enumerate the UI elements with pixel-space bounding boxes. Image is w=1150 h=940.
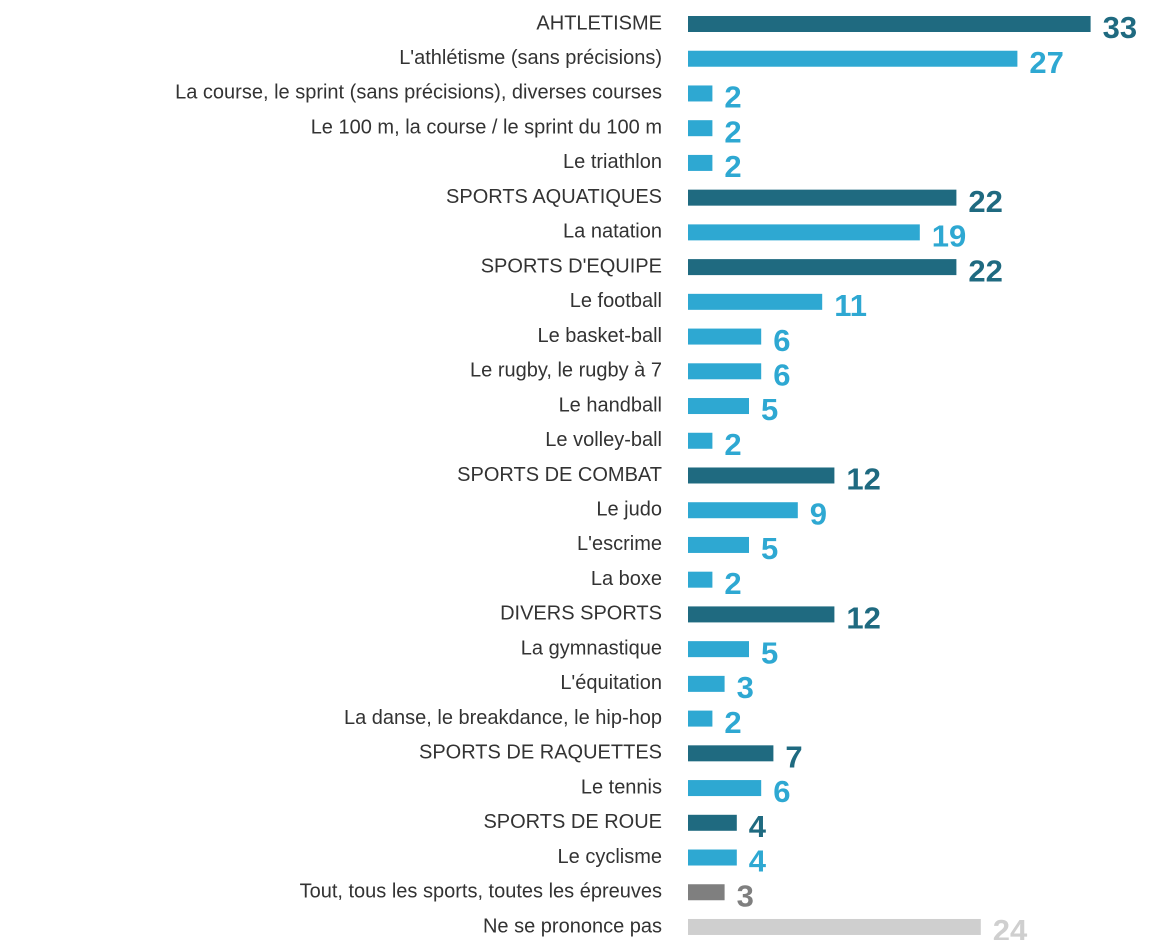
bar — [688, 745, 774, 762]
bar — [688, 675, 725, 692]
value-label: 33 — [1103, 10, 1137, 45]
value-label: 7 — [785, 740, 802, 775]
bar — [688, 814, 737, 831]
bar — [688, 120, 713, 137]
value-label: 11 — [834, 288, 867, 323]
category-label: Le judo — [596, 499, 662, 521]
value-label: 12 — [846, 601, 880, 636]
value-label: 5 — [761, 531, 778, 566]
category-label: Le 100 m, la course / le sprint du 100 m — [311, 116, 662, 138]
bar — [688, 571, 713, 588]
bar — [688, 432, 713, 449]
category-label: Le football — [570, 290, 662, 312]
category-label: L'athlétisme (sans précisions) — [399, 47, 662, 69]
value-label: 4 — [749, 844, 767, 879]
bar — [688, 502, 798, 519]
value-label: 22 — [968, 253, 1002, 288]
category-label: L'escrime — [577, 533, 662, 555]
value-label: 5 — [761, 635, 778, 670]
bar — [688, 780, 762, 797]
category-label: SPORTS DE COMBAT — [457, 464, 662, 486]
value-label: 2 — [724, 149, 741, 184]
category-label: La course, le sprint (sans précisions), … — [175, 82, 662, 104]
value-label: 2 — [724, 566, 741, 601]
value-label: 24 — [993, 913, 1028, 940]
bar — [688, 710, 713, 727]
bar — [688, 85, 713, 102]
bar — [688, 16, 1091, 32]
bar — [688, 224, 920, 241]
category-label: L'équitation — [560, 672, 662, 694]
category-label: La boxe — [591, 568, 662, 590]
value-label: 3 — [737, 878, 754, 913]
bar — [688, 918, 981, 935]
category-label: SPORTS DE ROUE — [483, 811, 662, 833]
value-label: 5 — [761, 392, 778, 427]
bar — [688, 536, 749, 553]
value-label: 3 — [737, 670, 754, 705]
category-label: Le basket-ball — [537, 325, 662, 347]
category-label: Le volley-ball — [545, 429, 662, 451]
value-label: 12 — [846, 462, 880, 497]
value-label: 2 — [724, 114, 741, 149]
value-label: 2 — [724, 705, 741, 740]
bar — [688, 154, 713, 171]
category-label: Le triathlon — [563, 151, 662, 173]
bar — [688, 259, 957, 276]
bar — [688, 849, 737, 866]
category-label: SPORTS AQUATIQUES — [446, 186, 662, 208]
category-label: La natation — [563, 221, 662, 243]
category-label: DIVERS SPORTS — [500, 603, 662, 625]
category-label: Le rugby, le rugby à 7 — [470, 360, 662, 382]
bar — [688, 189, 957, 206]
bar — [688, 398, 749, 415]
category-label: Ne se prononce pas — [483, 915, 662, 937]
bar — [688, 641, 749, 658]
value-label: 6 — [773, 323, 790, 358]
category-label: AHTLETISME — [536, 12, 662, 34]
value-label: 22 — [968, 184, 1002, 219]
category-label: Le handball — [559, 394, 662, 416]
bar — [688, 363, 762, 380]
category-label: La danse, le breakdance, le hip-hop — [344, 707, 662, 729]
value-label: 27 — [1029, 45, 1063, 80]
category-label: La gymnastique — [521, 637, 662, 659]
category-label: Tout, tous les sports, toutes les épreuv… — [300, 881, 662, 903]
value-label: 19 — [932, 219, 966, 254]
bar — [688, 467, 835, 484]
value-label: 2 — [724, 80, 741, 115]
bar — [688, 328, 762, 345]
category-label: Le cyclisme — [558, 846, 662, 868]
bar — [688, 884, 725, 901]
value-label: 9 — [810, 496, 827, 531]
category-label: SPORTS DE RAQUETTES — [419, 742, 662, 764]
value-label: 4 — [749, 809, 767, 844]
bar — [688, 50, 1018, 67]
bar — [688, 293, 823, 310]
value-label: 2 — [724, 427, 741, 462]
value-label: 6 — [773, 774, 790, 809]
bar — [688, 606, 835, 623]
category-label: SPORTS D'EQUIPE — [481, 255, 662, 277]
category-label: Le tennis — [581, 776, 662, 798]
value-label: 6 — [773, 357, 790, 392]
